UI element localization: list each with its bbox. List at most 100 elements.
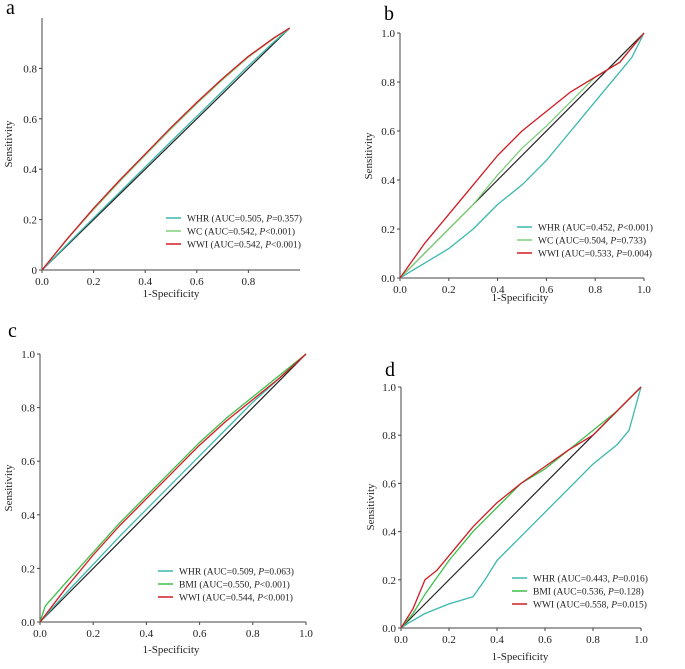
legend-label-p: P bbox=[615, 250, 622, 260]
x-tick-label: 0.4 bbox=[491, 284, 505, 296]
legend-label-text: BMI (AUC=0.550, bbox=[179, 580, 254, 591]
y-tick-label: 0.6 bbox=[21, 456, 35, 468]
y-tick-label: 0.2 bbox=[382, 575, 396, 587]
y-tick-label: 0.2 bbox=[381, 224, 395, 236]
legend-label-value: =0.015) bbox=[617, 600, 647, 611]
legend-label-text: WC (AUC=0.504, bbox=[538, 236, 610, 247]
legend-label-p: P bbox=[609, 237, 616, 247]
x-tick-label: 0.2 bbox=[86, 628, 100, 640]
legend-label-wc: WC (AUC=0.542, P<0.001) bbox=[187, 227, 295, 238]
legend-label-text: WHR (AUC=0.443, bbox=[533, 574, 612, 585]
x-tick-label: 0.6 bbox=[193, 628, 207, 640]
x-tick-label: 0.2 bbox=[442, 634, 456, 646]
y-tick-label: 1.0 bbox=[21, 349, 35, 361]
reference-diagonal-line bbox=[39, 353, 307, 623]
legend-label-value: <0.001) bbox=[271, 240, 301, 251]
legend-label-value: <0.001) bbox=[260, 580, 290, 591]
legend-label-whr: WHR (AUC=0.509, P=0.063) bbox=[179, 567, 294, 578]
x-tick-label: 0.0 bbox=[394, 634, 408, 646]
x-tick-label: 0.4 bbox=[490, 634, 504, 646]
y-tick-label: 0.0 bbox=[382, 623, 396, 635]
y-tick-label: 0.4 bbox=[21, 510, 35, 522]
legend-label-wwi: WWI (AUC=0.544, P<0.001) bbox=[179, 593, 293, 604]
y-tick-label: 0.6 bbox=[23, 114, 37, 126]
legend-label-value: =0.733) bbox=[616, 236, 646, 247]
x-tick-label: 0.8 bbox=[246, 628, 260, 640]
legend-label-value: =0.128) bbox=[614, 587, 644, 598]
y-axis-title: Sensitivity bbox=[363, 132, 375, 180]
legend-label-p: P bbox=[258, 228, 265, 238]
x-tick-label: 0.6 bbox=[540, 284, 554, 296]
x-tick-label: 0.0 bbox=[393, 284, 407, 296]
legend-label-p: P bbox=[257, 568, 264, 578]
roc-panel-b: b 0.0 0.2 0.4 0.6 0.8 1.0 0.0 0.2 0.4 0.6 0.8 1.0 1-S… bbox=[363, 3, 653, 304]
roc-curve-bmi bbox=[39, 353, 307, 623]
x-tick-label: 0.4 bbox=[138, 276, 152, 288]
legend-label-value: <0.001) bbox=[623, 223, 653, 234]
y-tick-label: 0.4 bbox=[381, 175, 395, 187]
x-tick-label: 0.2 bbox=[442, 284, 456, 296]
legend-label-value: <0.001) bbox=[265, 227, 295, 238]
roc-curve-wwi bbox=[400, 386, 642, 629]
x-tick-label: 1.0 bbox=[299, 628, 313, 640]
y-axis-title: Sensitivity bbox=[3, 464, 15, 512]
roc-curve-bmi bbox=[400, 386, 642, 629]
legend-label-whr: WHR (AUC=0.505, P=0.357) bbox=[187, 214, 302, 225]
y-tick-label: 0.2 bbox=[23, 215, 37, 227]
y-tick-label: 0.6 bbox=[381, 126, 395, 138]
x-tick-label: 1.0 bbox=[637, 284, 651, 296]
y-tick-label: 0.8 bbox=[382, 430, 396, 442]
x-axis-title: 1-Specificity bbox=[143, 644, 200, 656]
roc-panel-c: c 0.0 0.2 0.4 0.6 0.8 1.0 0.0 0.2 0.4 0.6 0.8 1.0 1-S… bbox=[3, 320, 313, 656]
x-axis-title: 1-Specificity bbox=[143, 288, 200, 300]
roc-curve-whr bbox=[400, 386, 642, 629]
x-tick-label: 1.0 bbox=[634, 634, 648, 646]
legend-label-value: =0.004) bbox=[622, 249, 652, 260]
legend-label-wwi: WWI (AUC=0.533, P=0.004) bbox=[538, 249, 652, 260]
y-tick-label: 1.0 bbox=[381, 28, 395, 40]
x-tick-label: 0.8 bbox=[588, 284, 602, 296]
y-axis-title: Sensitivity bbox=[3, 120, 15, 168]
legend-label-text: WWI (AUC=0.558, bbox=[533, 600, 611, 611]
legend-label-bmi: BMI (AUC=0.536, P=0.128) bbox=[533, 587, 644, 598]
legend-label-value: =0.063) bbox=[264, 567, 294, 578]
legend-label-value: =0.357) bbox=[272, 214, 302, 225]
y-tick-label: 0.8 bbox=[381, 77, 395, 89]
legend-label-bmi: BMI (AUC=0.550, P<0.001) bbox=[179, 580, 290, 591]
legend-label-text: WWI (AUC=0.542, bbox=[187, 240, 265, 251]
roc-curve-wwi bbox=[39, 353, 307, 623]
legend-label-whr: WHR (AUC=0.452, P<0.001) bbox=[538, 223, 653, 234]
x-axis-title: 1-Specificity bbox=[492, 292, 549, 304]
y-axis-title: Sensitivity bbox=[365, 483, 377, 531]
roc-curve-wwi bbox=[399, 32, 645, 279]
legend-label-value: <0.001) bbox=[263, 593, 293, 604]
x-tick-label: 0.8 bbox=[242, 276, 256, 288]
legend-label-value: =0.016) bbox=[618, 574, 648, 585]
roc-curve-whr bbox=[39, 353, 307, 623]
legend-label-wwi: WWI (AUC=0.542, P<0.001) bbox=[187, 240, 301, 251]
legend-label-text: WHR (AUC=0.505, bbox=[187, 214, 266, 225]
x-tick-label: 0.0 bbox=[33, 628, 47, 640]
legend-label-whr: WHR (AUC=0.443, P=0.016) bbox=[533, 574, 648, 585]
x-tick-label: 0.6 bbox=[538, 634, 552, 646]
legend-label-p: P bbox=[610, 601, 617, 611]
legend-label-p: P bbox=[265, 215, 272, 225]
roc-panel-d: d 0.0 0.2 0.4 0.6 0.8 1.0 0.0 0.2 0.4 0.6 0.8 1.0 1-S… bbox=[365, 359, 648, 663]
legend-label-wwi: WWI (AUC=0.558, P=0.015) bbox=[533, 600, 647, 611]
x-tick-label: 0.4 bbox=[140, 628, 154, 640]
y-tick-label: 0.0 bbox=[21, 617, 35, 629]
legend-label-p: P bbox=[611, 575, 618, 585]
legend-label-text: WHR (AUC=0.452, bbox=[538, 223, 617, 234]
legend-label-p: P bbox=[256, 594, 263, 604]
y-tick-label: 1.0 bbox=[382, 382, 396, 394]
y-tick-label: 0.0 bbox=[381, 273, 395, 285]
x-axis-title: 1-Specificity bbox=[492, 651, 549, 663]
y-tick-label: 0.8 bbox=[23, 63, 37, 75]
panel-letter: c bbox=[8, 320, 17, 342]
legend-label-p: P bbox=[253, 581, 260, 591]
x-tick-label: 0.6 bbox=[190, 276, 204, 288]
y-tick-label: 0.4 bbox=[382, 527, 396, 539]
roc-panel-a: a 0.0 0.2 0.4 0.6 0.8 0 0.2 0.4 0.6 0.8 1-Specifici… bbox=[3, 0, 302, 300]
x-tick-label: 0.2 bbox=[87, 276, 101, 288]
